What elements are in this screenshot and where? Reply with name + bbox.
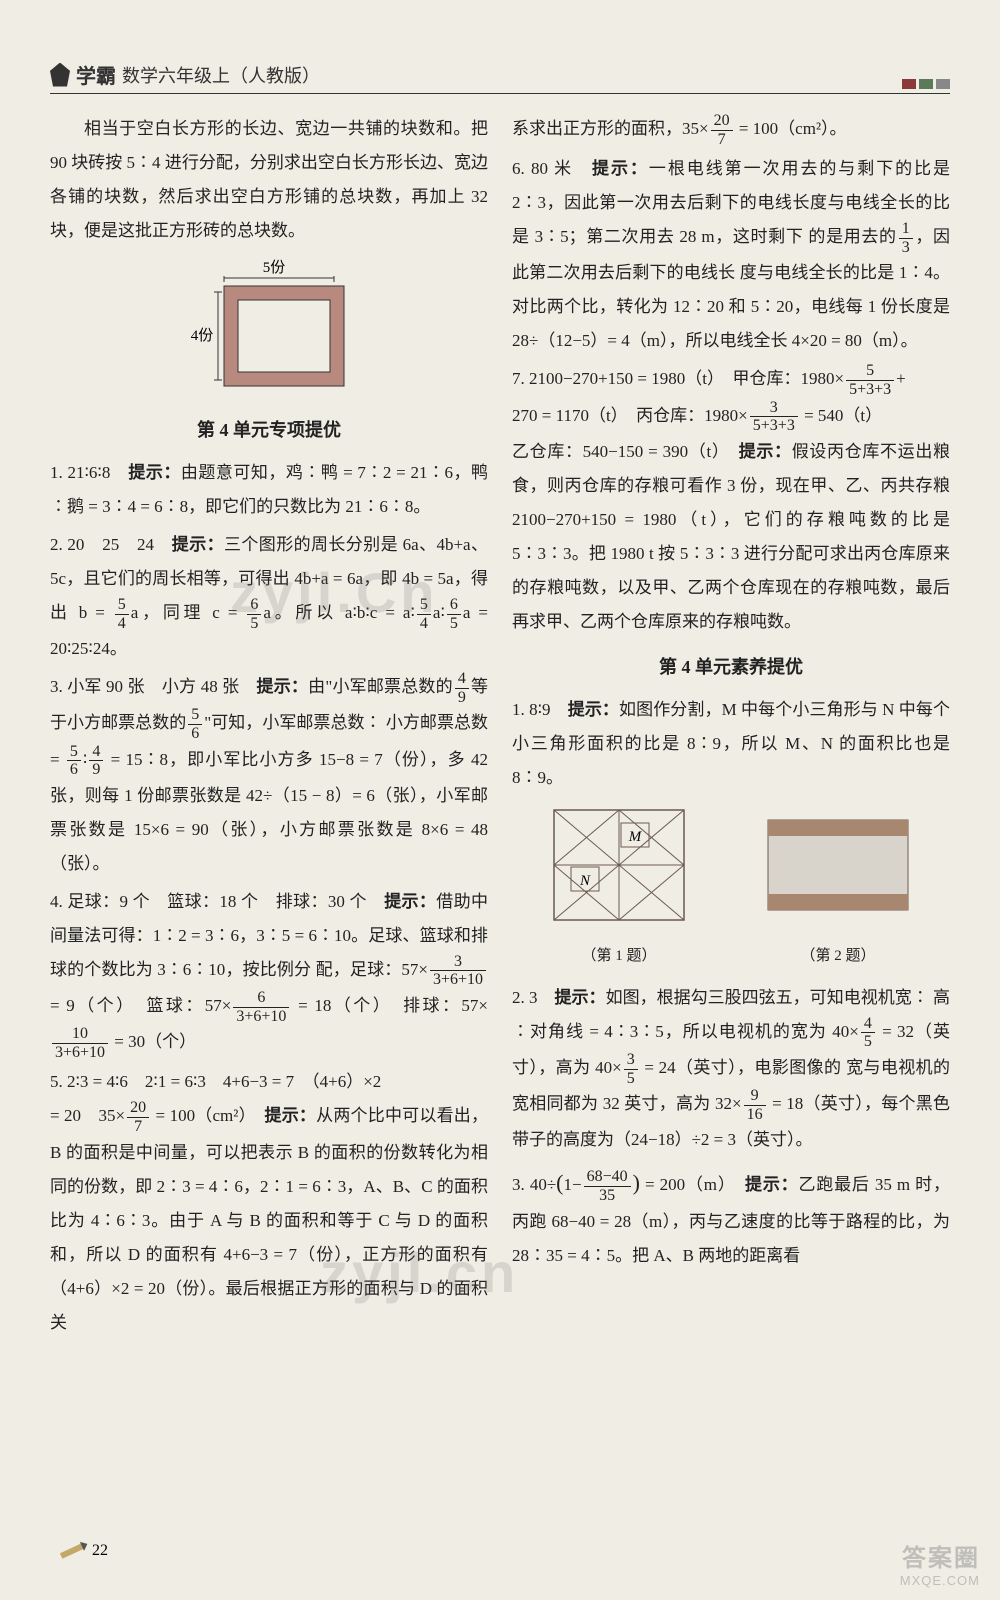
- diagram-top-label: 5份: [263, 259, 286, 276]
- q3: 3. 小军 90 张 小方 48 张 提示：由"小军邮票总数的49等于小方邮票总…: [50, 670, 488, 881]
- q2: 2. 20 25 24 提示：三个图形的周长分别是 6a、4b+a、5c，且它们…: [50, 528, 488, 666]
- svg-text:N: N: [579, 873, 591, 889]
- svg-text:M: M: [628, 829, 643, 845]
- stripe-icon: [919, 79, 933, 89]
- b-q3: 3. 40÷((1−1−68−4035) = 200（m） 提示：乙跑最后 35…: [512, 1161, 950, 1273]
- right-column: 系求出正方形的面积，35×207 = 100（cm²）。 6. 80 米 提示：…: [512, 112, 950, 1344]
- header-subtitle: 数学六年级上（人教版）: [122, 62, 320, 88]
- q1: 1. 21∶6∶8 提示：由题意可知，鸡∶鸭 = 7∶2 = 21∶6，鸭∶鹅 …: [50, 456, 488, 524]
- stripe-icon: [936, 79, 950, 89]
- diagram-2: （第 2 题）: [763, 805, 913, 971]
- q4: 4. 足球：9 个 篮球：18 个 排球：30 个 提示：借助中间量法可得：1∶…: [50, 885, 488, 1062]
- diagram-left-label: 4份: [191, 327, 214, 344]
- q6: 6. 80 米 提示：一根电线第一次用去的与剩下的比是 2∶3，因此第一次用去后…: [512, 152, 950, 358]
- b-q2: 2. 3 提示：如图，根据勾三股四弦五，可知电视机宽∶ 高∶对角线 = 4∶3∶…: [512, 981, 950, 1158]
- page-header: 学霸 数学六年级上（人教版）: [50, 60, 950, 94]
- page-footer: 22: [60, 1542, 108, 1560]
- diagram-1: M N （第 1 题）: [549, 805, 689, 971]
- intro-para: 相当于空白长方形的长边、宽边一共铺的块数和。把 90 块砖按 5∶4 进行分配，…: [50, 112, 488, 248]
- stripe-icon: [902, 79, 916, 89]
- diagram-svg: 5份 4份: [184, 258, 354, 398]
- q5-cont: 系求出正方形的面积，35×207 = 100（cm²）。: [512, 112, 950, 148]
- graduation-cap-icon: [50, 63, 70, 87]
- header-stripes: [902, 79, 950, 89]
- corner-watermark: 答案圈 MXQE.COM: [900, 1538, 980, 1588]
- brand-name: 学霸: [76, 60, 116, 89]
- left-column: 相当于空白长方形的长边、宽边一共铺的块数和。把 90 块砖按 5∶4 进行分配，…: [50, 112, 488, 1344]
- q5: 5. 2∶3 = 4∶6 2∶1 = 6∶3 4+6−3 = 7 （4+6）×2…: [50, 1065, 488, 1339]
- header-left: 学霸 数学六年级上（人教版）: [50, 60, 320, 89]
- diagram-pair: M N （第 1 题） （第 2 题）: [512, 805, 950, 971]
- section-a-title: 第 4 单元专项提优: [50, 412, 488, 448]
- section-b-title: 第 4 单元素养提优: [512, 649, 950, 685]
- rectangle-diagram: 5份 4份: [50, 258, 488, 398]
- pencil-icon: [60, 1543, 84, 1559]
- content-area: 相当于空白长方形的长边、宽边一共铺的块数和。把 90 块砖按 5∶4 进行分配，…: [50, 112, 950, 1344]
- page-number: 22: [92, 1542, 108, 1560]
- q7: 7. 2100−270+150 = 1980（t） 甲仓库：1980×55+3+…: [512, 362, 950, 638]
- b-q1: 1. 8∶9 提示：如图作分割，M 中每个小三角形与 N 中每个小三角形面积的比…: [512, 693, 950, 795]
